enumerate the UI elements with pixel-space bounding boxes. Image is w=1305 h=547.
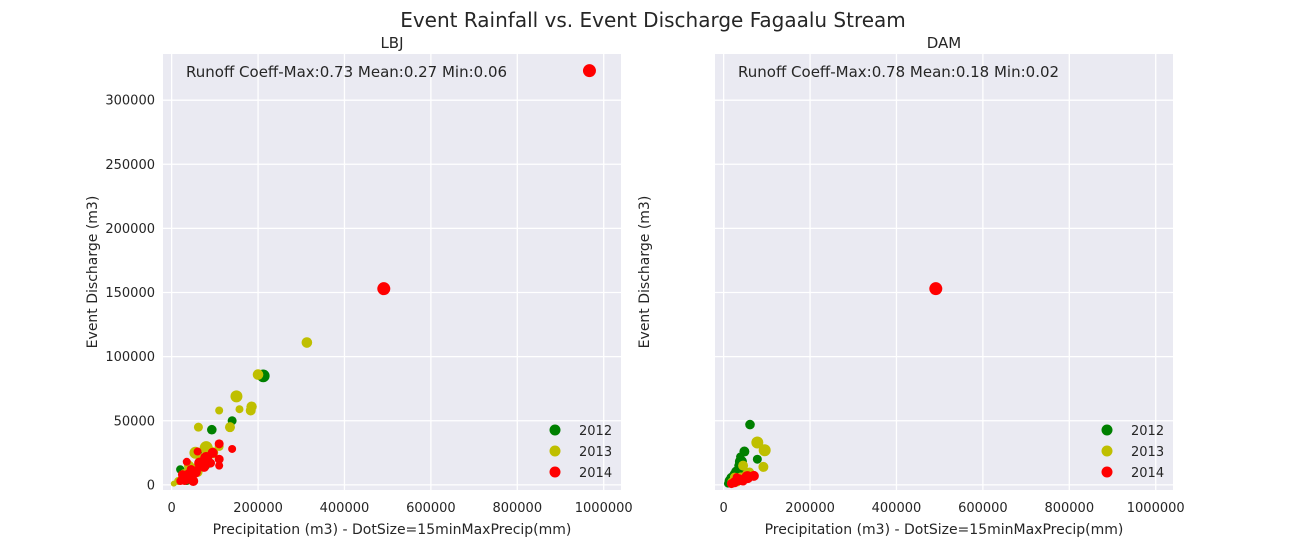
legend-label: 2014 xyxy=(579,466,612,481)
y-axis-label: Event Discharge (m3) xyxy=(637,196,653,349)
x-tick-label: 200000 xyxy=(785,501,835,516)
legend: 2012 2013 2014 xyxy=(549,424,612,481)
y-axis-label: Event Discharge (m3) xyxy=(85,196,101,349)
legend-marker xyxy=(549,445,561,457)
legend-marker xyxy=(549,466,561,478)
data-point-2014 xyxy=(732,473,741,482)
data-point-2014 xyxy=(214,439,224,449)
data-point-2013 xyxy=(170,480,177,487)
data-point-2014 xyxy=(176,477,185,486)
y-tick-label: 250000 xyxy=(105,158,155,173)
y-tick-label: 100000 xyxy=(105,350,155,365)
data-point-2013 xyxy=(235,405,244,414)
legend-marker xyxy=(1101,466,1113,478)
x-axis-label: Precipitation (m3) - DotSize=15minMaxPre… xyxy=(213,522,572,538)
legend-label: 2014 xyxy=(1131,466,1164,481)
data-point-2014 xyxy=(188,476,199,487)
x-axis-label: Precipitation (m3) - DotSize=15minMaxPre… xyxy=(765,522,1124,538)
legend-label: 2012 xyxy=(579,424,612,439)
data-point-2013 xyxy=(758,444,771,457)
panel-lbj: 0 200000 400000 600000 800000 1000000 0 50000 10… xyxy=(85,34,633,538)
data-point-2012 xyxy=(207,424,217,435)
data-point-2013 xyxy=(224,422,235,433)
panel-title: DAM xyxy=(927,34,962,52)
x-tick-label: 200000 xyxy=(233,501,283,516)
runoff-coeff-annotation: Runoff Coeff-Max:0.78 Mean:0.18 Min:0.02 xyxy=(738,63,1059,81)
plot-background xyxy=(715,54,1173,490)
panel-dam: 0 200000 400000 600000 800000 1000000 DAM Preci… xyxy=(637,34,1185,538)
y-tick-label: 0 xyxy=(147,478,155,493)
data-point-2014 xyxy=(748,470,759,481)
data-point-2014 xyxy=(726,479,736,489)
x-tick-label: 600000 xyxy=(958,501,1008,516)
legend-label: 2013 xyxy=(1131,445,1164,460)
data-point-2014 xyxy=(929,282,943,296)
legend-marker xyxy=(1101,445,1113,457)
x-tick-label: 600000 xyxy=(406,501,456,516)
data-point-2013 xyxy=(245,405,256,416)
legend-label: 2012 xyxy=(1131,424,1164,439)
data-point-2014 xyxy=(182,457,191,466)
y-tick-label: 300000 xyxy=(105,94,155,109)
data-point-2013 xyxy=(193,422,203,432)
x-tick-label: 800000 xyxy=(492,501,542,516)
data-point-2013 xyxy=(738,460,749,471)
y-tick-label: 150000 xyxy=(105,286,155,301)
data-point-2014 xyxy=(228,444,237,453)
data-point-2014 xyxy=(214,454,224,464)
runoff-coeff-annotation: Runoff Coeff-Max:0.73 Mean:0.27 Min:0.06 xyxy=(186,63,507,81)
data-point-2014 xyxy=(206,458,216,468)
figure-title: Event Rainfall vs. Event Discharge Fagaa… xyxy=(400,8,906,32)
x-tick-label: 400000 xyxy=(872,501,922,516)
data-point-2013 xyxy=(215,406,224,415)
data-point-2014 xyxy=(215,461,224,470)
data-point-2014 xyxy=(193,447,202,456)
x-tick-label: 1000000 xyxy=(575,501,633,516)
x-tick-label: 1000000 xyxy=(1127,501,1185,516)
panel-title: LBJ xyxy=(380,34,403,52)
legend-marker xyxy=(549,424,561,436)
data-point-2014 xyxy=(177,470,187,480)
series-2014 xyxy=(176,64,596,487)
plot-background xyxy=(163,54,621,490)
x-tick-label: 0 xyxy=(168,501,176,516)
x-tick-label: 0 xyxy=(720,501,728,516)
legend-marker xyxy=(1101,424,1113,436)
data-point-2013 xyxy=(758,461,769,472)
data-point-2013 xyxy=(751,436,764,449)
data-point-2014 xyxy=(377,282,391,296)
data-point-2014 xyxy=(582,64,596,78)
legend-label: 2013 xyxy=(579,445,612,460)
data-point-2012 xyxy=(752,454,762,464)
legend: 2012 2013 2014 xyxy=(1101,424,1164,481)
y-tick-label: 50000 xyxy=(114,414,155,429)
x-tick-label: 800000 xyxy=(1044,501,1094,516)
data-point-2014 xyxy=(738,476,748,486)
data-point-2013 xyxy=(230,390,243,403)
data-point-2013 xyxy=(301,337,313,348)
y-tick-label: 200000 xyxy=(105,222,155,237)
data-point-2012 xyxy=(745,419,755,430)
data-point-2013 xyxy=(252,369,264,380)
series-2014 xyxy=(726,282,943,489)
data-point-2014 xyxy=(186,464,196,474)
x-tick-label: 400000 xyxy=(320,501,370,516)
